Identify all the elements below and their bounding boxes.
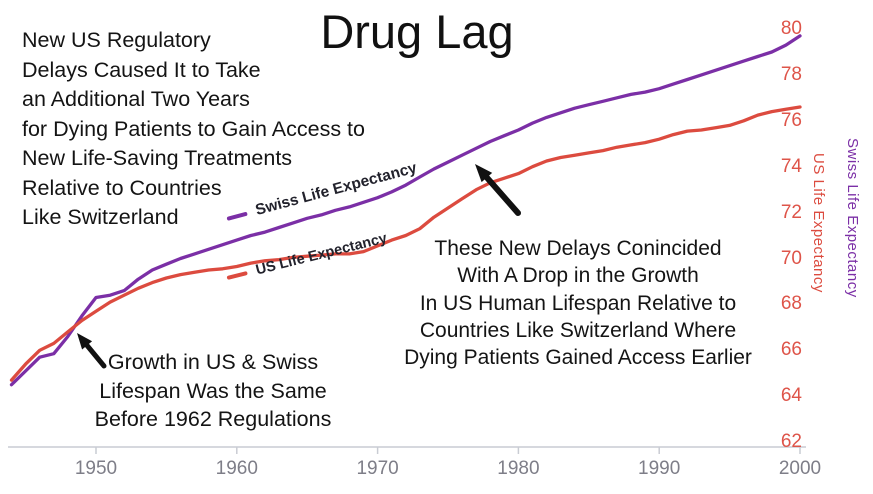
annotation-line: In US Human Lifespan Relative to (419, 291, 737, 315)
y-tick-label: 72 (780, 201, 802, 223)
annotation-line: New Life-Saving Treatments (22, 146, 293, 170)
annotation-line: Delays Caused It to Take (22, 57, 261, 82)
new-delays-annotation: These New Delays Conincided With A Drop … (396, 235, 760, 371)
x-tick-label: 1960 (215, 458, 258, 479)
us-right-axis-title: US Life Expectancy (810, 153, 827, 293)
annotation-line: for Dying Patients to Gain Access to (22, 116, 365, 141)
y-tick-label: 76 (780, 109, 802, 131)
x-tick-label: 2000 (778, 458, 822, 479)
annotation-line: New US Regulatory (22, 28, 211, 52)
annotation-line: Before 1962 Regulations (94, 407, 332, 431)
swiss-label-dash-icon (226, 211, 248, 221)
chart-title: Drug Lag (320, 5, 514, 58)
series-lines (9, 34, 802, 387)
swiss-life-expectancy-line (9, 34, 802, 387)
annotation-line: Dying Patients Gained Access Earlier (404, 346, 752, 370)
arrow-to-divergence-point (475, 164, 521, 216)
annotation-line: Relative to Countries (22, 175, 222, 200)
y-tick-label: 66 (780, 339, 802, 361)
annotation-line: Like Switzerland (22, 205, 179, 229)
annotation-line: Countries Like Switzerland Where (419, 318, 737, 342)
x-tick-label: 1950 (74, 458, 118, 479)
arrow-to-crossing-point (77, 333, 107, 369)
annotation-line: With A Drop in the Growth (457, 264, 699, 288)
us-label-dash-icon (226, 271, 248, 280)
y-tick-label: 74 (780, 155, 802, 177)
swiss-right-axis-title: Swiss Life Expectancy (844, 138, 861, 298)
annotation-line: Lifespan Was the Same (99, 378, 327, 403)
x-axis (8, 446, 806, 454)
y-tick-label: 80 (780, 18, 802, 39)
x-tick-label: 1970 (356, 458, 399, 479)
annotation-line: an Additional Two Years (22, 87, 250, 111)
x-tick-label: 1990 (638, 458, 681, 479)
pre-1962-growth-annotation: Growth in US & Swiss Lifespan Was the Sa… (52, 348, 374, 434)
y-tick-label: 64 (780, 385, 802, 407)
y-tick-label: 62 (780, 431, 802, 453)
y-tick-label: 68 (780, 293, 802, 315)
annotation-line: These New Delays Conincided (434, 237, 722, 260)
annotation-line: Growth in US & Swiss (107, 350, 319, 374)
y-tick-label: 78 (780, 63, 802, 85)
x-tick-label: 1980 (497, 458, 540, 479)
regulatory-delays-annotation: New US Regulatory Delays Caused It to Ta… (22, 26, 365, 233)
us-life-expectancy-line (9, 105, 802, 382)
y-tick-label: 70 (780, 247, 802, 269)
